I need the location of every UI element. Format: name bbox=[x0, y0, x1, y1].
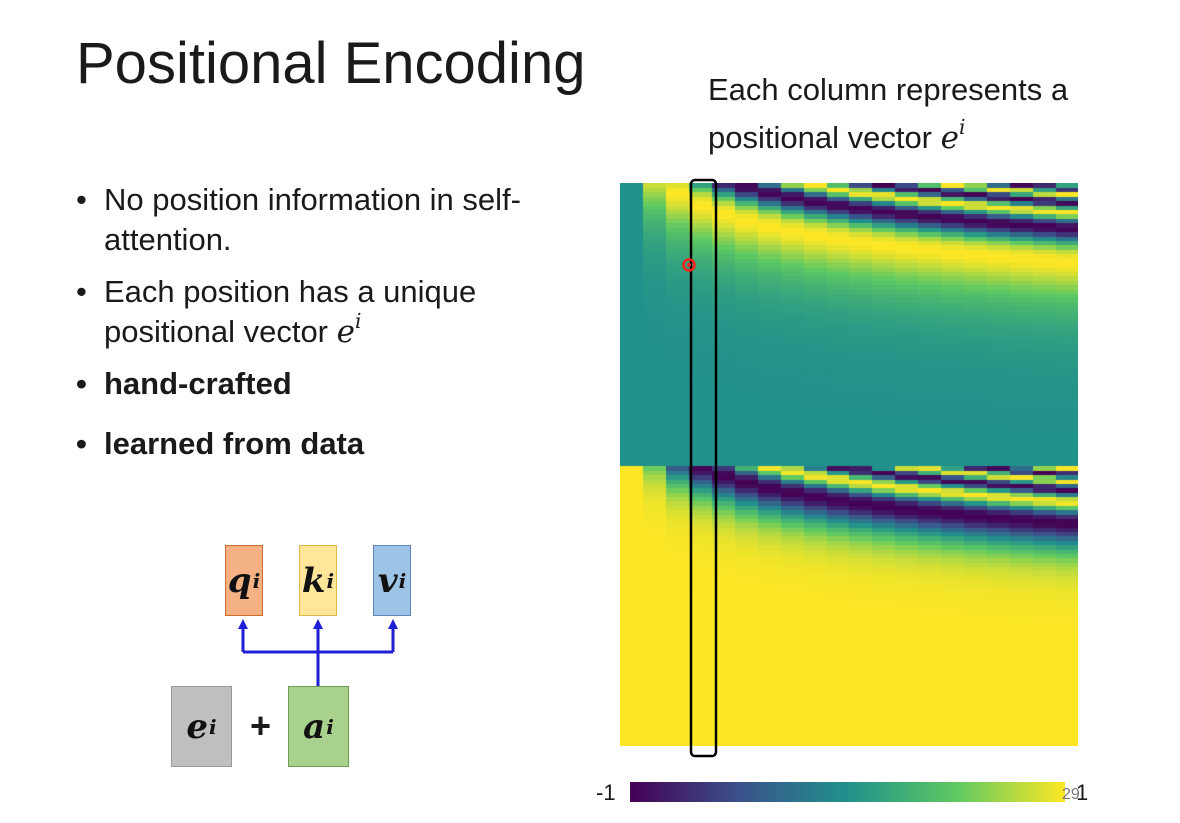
positional-encoding-heatmap bbox=[620, 183, 1078, 746]
colorbar-max-label: 1 bbox=[1076, 780, 1089, 805]
bullet-list: No position information in self-attentio… bbox=[70, 180, 570, 484]
bullet-text: hand-crafted bbox=[104, 366, 292, 401]
input-superscript: i bbox=[326, 714, 334, 739]
page-number: 29 bbox=[1062, 786, 1080, 803]
bullet-item: hand-crafted bbox=[70, 364, 570, 404]
bullet-superscript: i bbox=[354, 308, 362, 333]
positional-superscript: i bbox=[209, 714, 217, 739]
cursor-marker-dot bbox=[687, 263, 691, 267]
caption-line-2-text: positional vector bbox=[708, 120, 941, 155]
key-superscript: i bbox=[326, 568, 335, 593]
colorbar bbox=[630, 782, 1065, 802]
bullet-item: learned from data bbox=[70, 424, 570, 464]
cursor-marker bbox=[682, 258, 696, 272]
caption-superscript: i bbox=[958, 114, 966, 139]
bullet-text: Each position has a unique positional ve… bbox=[104, 274, 477, 349]
key-symbol: k bbox=[301, 560, 326, 601]
bullet-item: Each position has a unique positional ve… bbox=[70, 272, 570, 352]
bullet-symbol: e bbox=[336, 314, 355, 350]
caption-symbol: e bbox=[940, 120, 959, 156]
input-symbol: a bbox=[303, 706, 326, 747]
plus-sign: + bbox=[250, 705, 272, 746]
caption-line-1: Each column represents a bbox=[708, 72, 1069, 107]
bullet-item: No position information in self-attentio… bbox=[70, 180, 570, 260]
bullet-text: learned from data bbox=[104, 426, 365, 461]
query-symbol: q bbox=[227, 560, 252, 601]
column-highlight-box bbox=[689, 178, 718, 758]
positional-symbol: e bbox=[186, 706, 209, 747]
value-superscript: i bbox=[398, 568, 407, 593]
heatmap-caption: Each column represents a positional vect… bbox=[708, 66, 1068, 162]
slide-title: Positional Encoding bbox=[76, 31, 586, 96]
query-superscript: i bbox=[252, 568, 261, 593]
bullet-text: No position information in self-attentio… bbox=[104, 182, 521, 257]
value-symbol: v bbox=[377, 560, 398, 601]
caption-line-2: positional vector ei bbox=[708, 114, 1068, 162]
colorbar-min-label: -1 bbox=[596, 780, 616, 805]
